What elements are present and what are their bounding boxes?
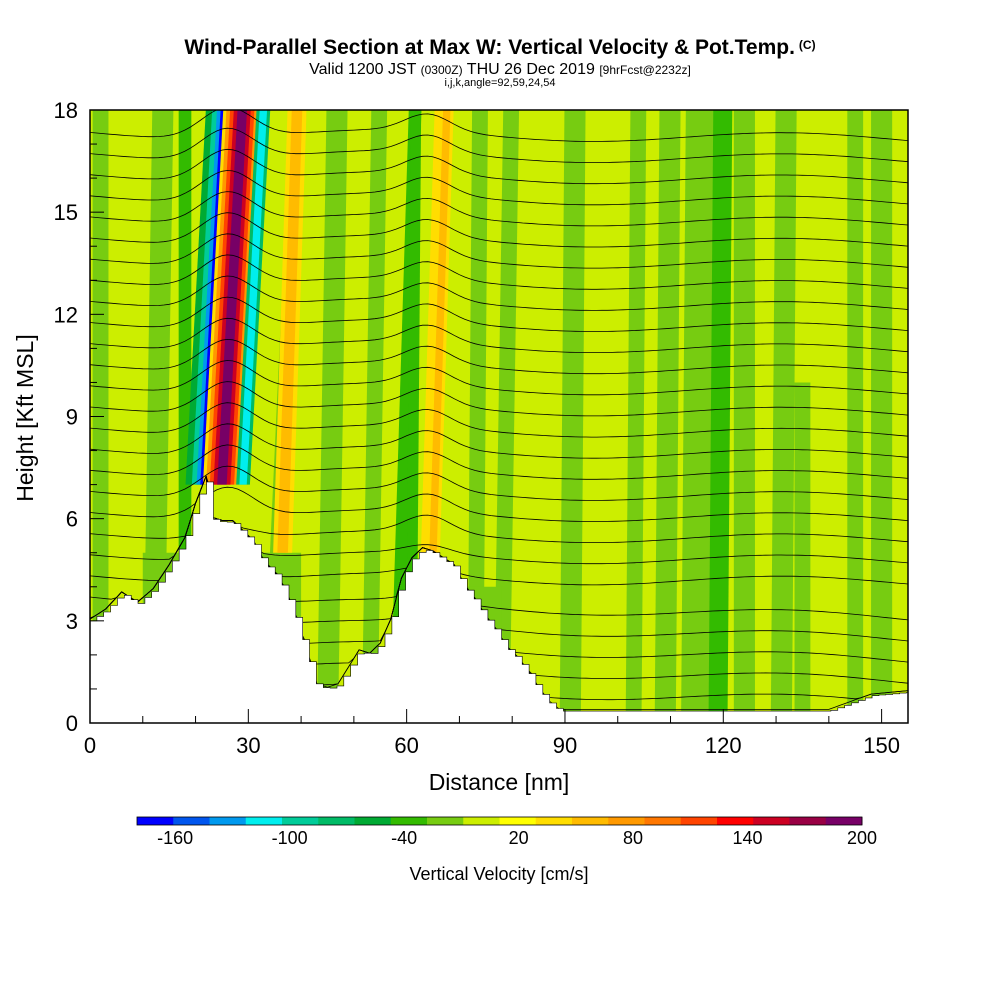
x-tick-label: 150 — [863, 733, 900, 758]
y-tick-label: 0 — [66, 711, 78, 736]
theta-contour — [90, 233, 908, 269]
colorbar-frame — [136, 816, 863, 826]
velocity-patch — [406, 110, 422, 621]
x-axis: 0 30 60 90 120 150 — [84, 709, 900, 758]
theta-contour — [90, 338, 908, 375]
updraft-core — [429, 110, 451, 553]
colorbar-swatch — [354, 817, 392, 825]
theta-contour — [90, 444, 908, 480]
y-tick-label: 6 — [66, 507, 78, 532]
colorbar-swatch — [463, 817, 500, 825]
x-tick-label: 0 — [84, 733, 96, 758]
x-tick-label: 30 — [236, 733, 260, 758]
theta-contour — [90, 465, 908, 501]
colorbar-swatch — [173, 817, 210, 825]
colorbar-tick-label: 200 — [847, 828, 877, 848]
colorbar-swatch — [209, 817, 247, 825]
y-tick-label: 9 — [66, 405, 78, 430]
velocity-patch — [708, 110, 733, 723]
colorbar-swatch — [753, 817, 790, 825]
colorbar-swatch — [137, 817, 174, 825]
theta-contour — [90, 127, 908, 163]
colorbar-swatch — [282, 817, 319, 825]
theta-contour — [90, 275, 908, 311]
colorbar-tick-label: 140 — [733, 828, 763, 848]
colorbar-swatch — [572, 817, 609, 825]
theta-contour — [90, 148, 908, 185]
colorbar-swatch — [499, 817, 537, 825]
terrain-mask — [90, 481, 908, 723]
theta-contour — [90, 110, 908, 142]
y-tick-label: 18 — [54, 98, 78, 123]
colorbar-tick-label: -160 — [157, 828, 193, 848]
x-axis-label: Distance [nm] — [429, 769, 570, 795]
theta-contour — [90, 423, 908, 459]
y-axis: 0 3 6 9 12 15 18 — [54, 98, 104, 736]
colorbar-swatch — [427, 817, 464, 825]
colorbar-label: Vertical Velocity [cm/s] — [409, 864, 588, 884]
colorbar-swatch — [825, 817, 863, 825]
velocity-patch — [733, 110, 755, 723]
theta-contour — [90, 170, 908, 206]
y-axis-label: Height [Kft MSL] — [12, 334, 38, 501]
theta-contour — [90, 360, 908, 396]
chart-subtitle: Valid 1200 JST (0300Z) THU 26 Dec 2019 [… — [309, 61, 691, 78]
theta-contour — [90, 381, 908, 417]
colorbar-swatch — [245, 817, 283, 825]
velocity-patch — [654, 110, 681, 723]
colorbar-tick-label: -40 — [391, 828, 417, 848]
colorbar-tick-label: 20 — [509, 828, 529, 848]
y-tick-label: 15 — [54, 200, 78, 225]
colorbar: -160 -100 -40 20 80 140 200 — [136, 816, 877, 848]
velocity-patch — [794, 382, 811, 723]
colorbar-swatch — [318, 817, 355, 825]
theta-contour — [90, 296, 908, 332]
theta-contour — [90, 212, 908, 248]
colorbar-swatch — [644, 817, 682, 825]
velocity-patch — [871, 110, 893, 723]
velocity-patch — [770, 110, 797, 723]
chart-subtitle-indices: i,j,k,angle=92,59,24,54 — [444, 77, 556, 89]
chart-title: Wind-Parallel Section at Max W: Vertical… — [184, 36, 816, 59]
velocity-patch — [559, 110, 586, 723]
colorbar-swatch — [608, 817, 645, 825]
updraft-band — [277, 110, 303, 553]
colorbar-tick-label: 80 — [623, 828, 643, 848]
theta-contour — [90, 402, 908, 438]
x-tick-label: 60 — [394, 733, 418, 758]
theta-contour — [90, 317, 908, 353]
colorbar-swatch — [789, 817, 827, 825]
velocity-patch — [467, 110, 488, 723]
colorbar-swatch — [717, 817, 754, 825]
velocity-patch — [847, 110, 864, 723]
y-tick-label: 3 — [66, 609, 78, 634]
theta-contour — [90, 475, 908, 543]
colorbar-swatch — [680, 817, 718, 825]
velocity-patch — [361, 110, 388, 723]
colorbar-tick-label: -100 — [272, 828, 308, 848]
theta-contour — [90, 474, 908, 522]
velocity-patch — [625, 110, 647, 723]
velocity-patch — [493, 110, 520, 723]
downdraft-band — [239, 110, 268, 485]
theta-contour — [90, 254, 908, 290]
theta-contour — [90, 191, 908, 227]
colorbar-swatch — [390, 817, 428, 825]
x-tick-label: 120 — [705, 733, 742, 758]
x-tick-label: 90 — [553, 733, 577, 758]
velocity-patch — [316, 110, 348, 723]
y-tick-label: 12 — [54, 302, 78, 327]
colorbar-swatch — [535, 817, 573, 825]
